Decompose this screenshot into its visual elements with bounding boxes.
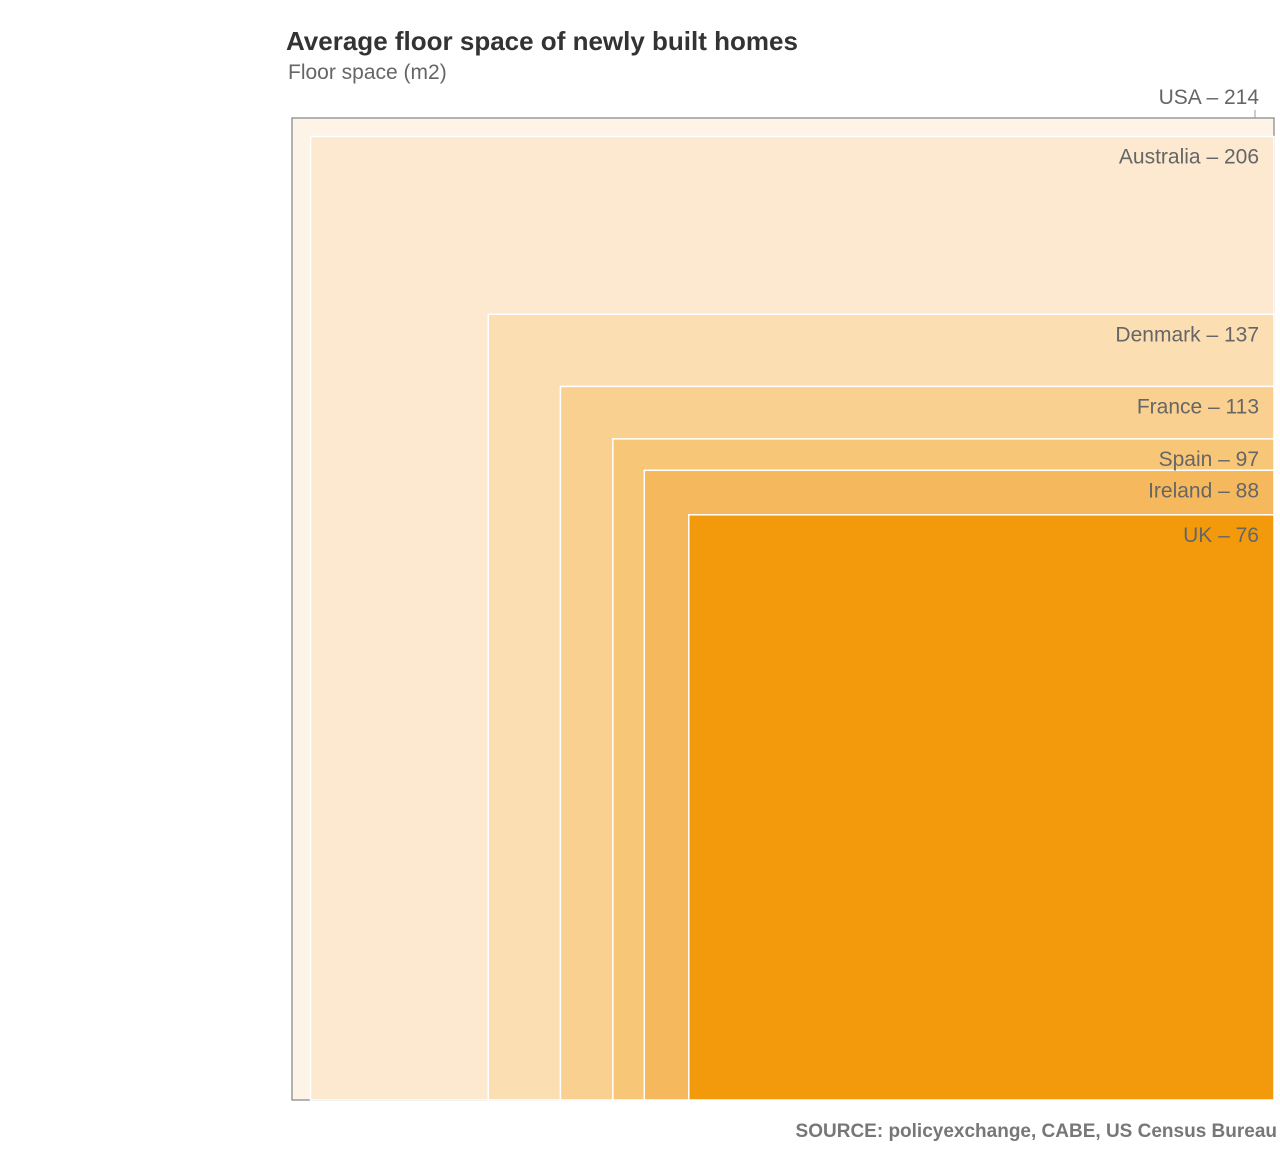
label-denmark: Denmark – 137 [1115, 323, 1259, 346]
chart-subtitle: Floor space (m2) [288, 61, 447, 84]
square-uk [688, 514, 1275, 1101]
chart-title: Average floor space of newly built homes [286, 26, 798, 56]
label-spain: Spain – 97 [1159, 448, 1259, 471]
label-australia: Australia – 206 [1119, 146, 1259, 169]
label-france: France – 113 [1137, 395, 1259, 418]
labels-group: USA – 214 Australia – 206 Denmark – 137 Fra… [1115, 86, 1259, 547]
chart-source: SOURCE: policyexchange, CABE, US Census … [795, 1121, 1277, 1142]
label-uk: UK – 76 [1183, 524, 1259, 547]
label-usa: USA – 214 [1159, 86, 1260, 109]
label-ireland: Ireland – 88 [1148, 479, 1259, 502]
squares-group [291, 117, 1275, 1101]
